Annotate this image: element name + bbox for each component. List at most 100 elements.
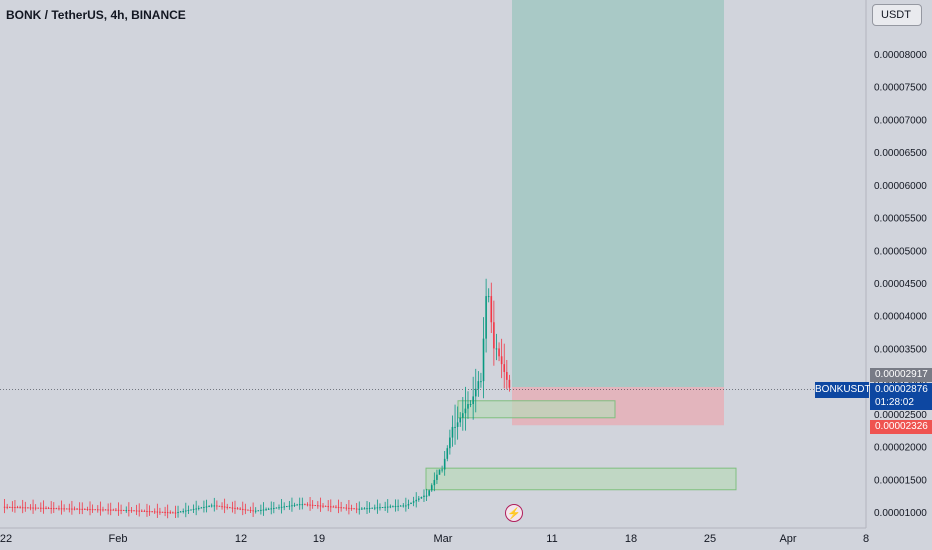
candle-body (283, 506, 285, 508)
candle-body (275, 507, 278, 509)
candle-body (42, 507, 45, 509)
candle-body (353, 508, 355, 510)
currency-label: USDT (881, 9, 911, 21)
candle-body (487, 296, 490, 298)
candle-body (500, 356, 503, 365)
candle-body (454, 426, 456, 428)
candle-body (153, 511, 156, 513)
candle-body (278, 507, 280, 509)
candle-body (115, 509, 117, 511)
candle-body (218, 505, 221, 507)
candle-body (363, 508, 366, 510)
upper-demand-zone (457, 400, 616, 419)
candle-body (234, 507, 236, 509)
candle-body (117, 509, 120, 511)
current-price-tag: 0.00002876 (870, 383, 932, 397)
candle-body (185, 510, 187, 512)
x-tick-label: 25 (704, 533, 716, 545)
candle-body (270, 508, 273, 510)
candle-body (104, 509, 107, 511)
candle-body (164, 511, 166, 513)
candle-body (508, 379, 511, 388)
candle-body (262, 509, 265, 511)
candle-body (506, 371, 508, 380)
candle-body (319, 505, 322, 507)
stop-price-tag: 0.00002326 (870, 420, 932, 434)
candle-body (16, 507, 19, 509)
candle-body (490, 296, 493, 323)
candle-body (192, 508, 195, 510)
candle-body (467, 404, 469, 409)
x-tick-label: 18 (625, 533, 637, 545)
candle-body (350, 508, 353, 510)
y-tick-label: 0.00003000 (874, 377, 927, 388)
candle-body (291, 505, 293, 507)
candle-body (99, 509, 102, 511)
candle-body (21, 507, 24, 509)
candle-body (148, 511, 151, 513)
candle-body (405, 505, 407, 507)
candle-body (456, 422, 459, 427)
candle-body (45, 507, 47, 509)
candle-body (239, 508, 241, 510)
candle-body (358, 508, 361, 510)
candle-body (296, 504, 298, 506)
candle-body (433, 479, 436, 486)
lightning-icon[interactable]: ⚡ (505, 504, 523, 522)
candle-body (55, 508, 58, 510)
candle-body (438, 469, 441, 475)
candle-body (138, 510, 141, 512)
candle-body (345, 507, 348, 509)
candle-body (373, 507, 376, 509)
candle-body (32, 507, 34, 509)
candle-body (102, 509, 104, 511)
candle-body (474, 388, 477, 397)
y-tick-label: 0.00001000 (874, 508, 927, 519)
candle-body (37, 507, 40, 509)
candle-body (195, 508, 197, 510)
symbol-badge: BONKUSDT (815, 382, 871, 398)
candle-countdown: 01:28:02 (870, 396, 932, 410)
candle-body (472, 396, 474, 405)
candle-body (340, 507, 342, 509)
price-axis-bg (866, 0, 932, 550)
candle-body (407, 504, 410, 506)
candle-body (332, 506, 335, 508)
candle-body (226, 506, 229, 508)
currency-selector[interactable]: USDT (872, 4, 922, 26)
candle-body (135, 510, 138, 512)
x-tick-label: 12 (235, 533, 247, 545)
candle-body (498, 348, 500, 357)
candle-body (14, 507, 16, 509)
candle-body (252, 510, 254, 512)
candle-body (68, 508, 71, 510)
candle-body (265, 509, 267, 511)
candle-body (73, 508, 76, 510)
candle-body (159, 511, 161, 513)
candle-body (469, 404, 472, 406)
y-tick-label: 0.00007000 (874, 115, 927, 126)
candle-body (161, 511, 164, 513)
candle-body (428, 490, 430, 496)
chart-title: BONK / TetherUS, 4h, BINANCE (6, 8, 186, 22)
y-tick-label: 0.00002500 (874, 410, 927, 421)
candle-body (386, 506, 389, 508)
candle-body (174, 512, 177, 514)
candle-body (122, 509, 125, 511)
candle-body (324, 505, 327, 507)
candle-body (94, 509, 96, 511)
candle-body (81, 508, 84, 510)
candle-body (78, 508, 81, 510)
candle-body (146, 511, 148, 513)
candle-body (337, 506, 340, 508)
y-tick-label: 0.00005000 (874, 246, 927, 257)
candle-body (187, 509, 190, 511)
candle-body (125, 510, 128, 512)
candle-body (52, 508, 55, 510)
candle-body (231, 507, 234, 509)
candle-body (348, 507, 350, 509)
y-tick-label: 0.00007500 (874, 83, 927, 94)
target-zone (512, 0, 724, 388)
candle-body (436, 474, 438, 480)
